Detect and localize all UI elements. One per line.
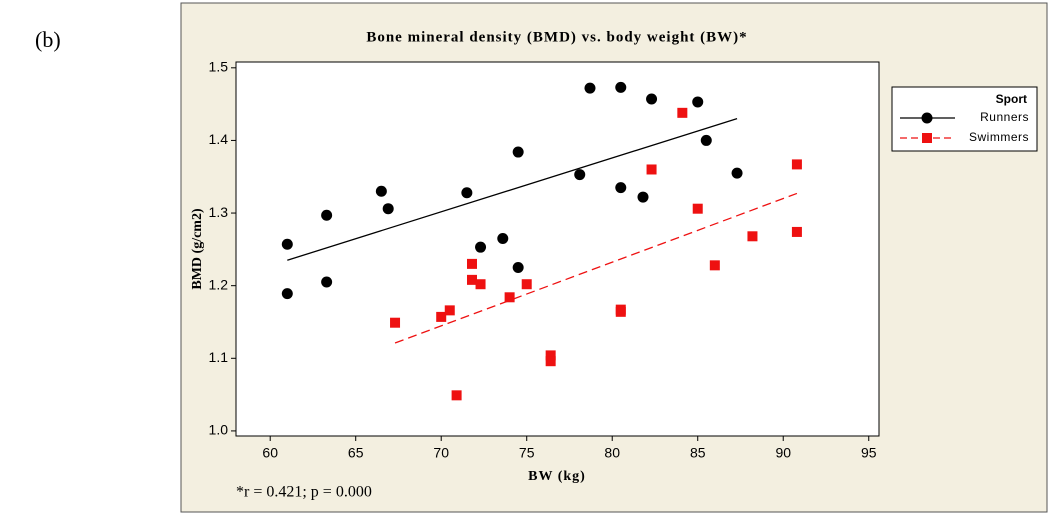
y-axis-label: BMD (g/cm2) (190, 208, 205, 290)
point (615, 81, 627, 93)
point (451, 390, 462, 401)
y-tick-label: 1.0 (209, 422, 229, 438)
point (791, 159, 802, 170)
point (709, 260, 720, 271)
point (466, 258, 477, 269)
x-tick-label: 65 (348, 445, 364, 461)
point (375, 185, 387, 197)
point (321, 209, 333, 221)
legend-marker (922, 133, 932, 143)
fit-line (394, 192, 798, 344)
y-tick-label: 1.3 (209, 204, 229, 220)
x-tick-label: 60 (262, 445, 278, 461)
x-axis-label: BW (kg) (528, 469, 586, 484)
y-tick-label: 1.5 (209, 59, 229, 75)
point (461, 187, 473, 199)
y-tick-label: 1.2 (209, 276, 229, 292)
point (545, 350, 556, 361)
chart-title: Bone mineral density (BMD) vs. body weig… (366, 29, 747, 45)
point (281, 288, 293, 300)
plot-area (235, 61, 880, 437)
y-tick-label: 1.4 (209, 131, 229, 147)
point (475, 241, 487, 253)
point (700, 134, 712, 146)
legend-title: Sport (996, 92, 1027, 106)
x-tick-label: 80 (604, 445, 620, 461)
x-tick-label: 90 (775, 445, 791, 461)
point (584, 82, 596, 94)
point (512, 146, 524, 158)
footnote: *r = 0.421; p = 0.000 (236, 484, 372, 501)
point (791, 226, 802, 237)
panel-label: (b) (35, 27, 61, 52)
point (692, 203, 703, 214)
point (390, 317, 401, 328)
x-tick-label: 70 (433, 445, 449, 461)
point (497, 232, 509, 244)
legend-label: Swimmers (969, 130, 1029, 144)
point (731, 167, 743, 179)
y-tick-label: 1.1 (209, 349, 229, 365)
legend-label: Runners (980, 110, 1029, 124)
point (615, 182, 627, 194)
point (692, 96, 704, 108)
point (504, 292, 515, 303)
point (475, 279, 486, 290)
point (321, 276, 333, 288)
point (747, 231, 758, 242)
point (281, 238, 293, 250)
point (677, 107, 688, 118)
x-tick-label: 75 (519, 445, 535, 461)
fit-line (287, 118, 738, 261)
point (615, 306, 626, 317)
point (436, 311, 447, 322)
point (646, 93, 658, 105)
x-tick-label: 85 (690, 445, 706, 461)
legend-marker (921, 112, 933, 124)
point (637, 191, 649, 203)
legend-box (891, 86, 1038, 152)
point (512, 262, 524, 274)
point (444, 305, 455, 316)
point (574, 169, 586, 181)
point (646, 164, 657, 175)
point (382, 203, 394, 215)
x-tick-label: 95 (861, 445, 877, 461)
point (466, 274, 477, 285)
point (521, 279, 532, 290)
point (545, 356, 556, 367)
